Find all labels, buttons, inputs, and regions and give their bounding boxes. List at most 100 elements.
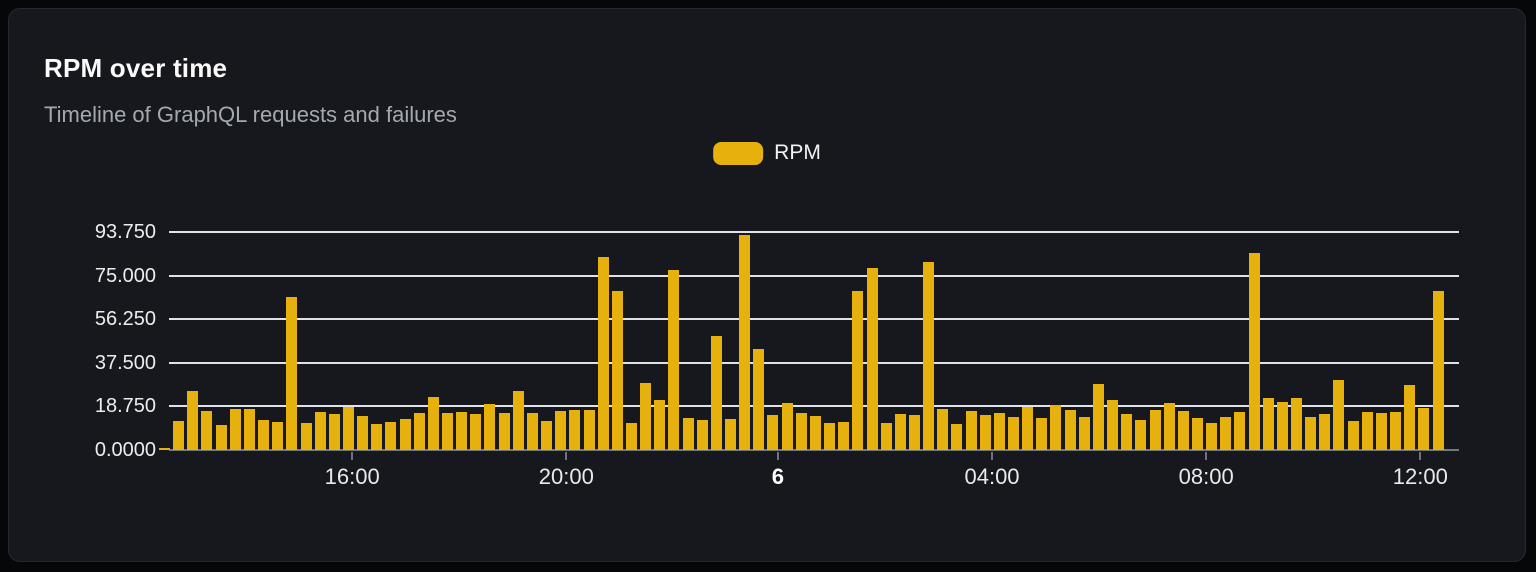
bar[interactable] [1418, 408, 1430, 450]
bar[interactable] [1050, 405, 1062, 450]
bar[interactable] [597, 257, 609, 450]
bar[interactable] [1177, 411, 1189, 450]
bar[interactable] [470, 414, 482, 450]
bar[interactable] [1206, 422, 1218, 450]
bar[interactable] [1220, 417, 1232, 450]
bar[interactable] [413, 413, 425, 450]
bar[interactable] [187, 390, 199, 450]
bar[interactable] [1432, 291, 1444, 450]
bar[interactable] [258, 419, 270, 450]
bar[interactable] [569, 410, 581, 450]
bar[interactable] [767, 414, 779, 450]
bar[interactable] [682, 418, 694, 450]
bar[interactable] [498, 412, 510, 450]
bar[interactable] [725, 419, 736, 450]
bar[interactable] [923, 261, 935, 450]
bar[interactable] [894, 413, 906, 450]
bar[interactable] [1305, 417, 1317, 450]
bar[interactable] [809, 415, 821, 450]
bar[interactable] [201, 410, 213, 450]
bar[interactable] [1333, 379, 1345, 450]
bar[interactable] [654, 399, 666, 450]
bar[interactable] [173, 420, 185, 450]
bar[interactable] [1022, 407, 1034, 450]
bar[interactable] [937, 408, 949, 450]
gridline [169, 231, 1459, 233]
bar[interactable] [371, 423, 383, 450]
bar[interactable] [1262, 397, 1274, 450]
bar[interactable] [1064, 409, 1076, 450]
bar[interactable] [866, 268, 878, 450]
bar[interactable] [640, 383, 652, 450]
bar[interactable] [555, 411, 567, 450]
x-axis-tick [1419, 452, 1422, 460]
bar[interactable] [456, 412, 468, 450]
bar[interactable] [951, 423, 963, 450]
bar[interactable] [979, 415, 991, 450]
bar[interactable] [1276, 402, 1288, 450]
bar[interactable] [1121, 413, 1133, 450]
bar[interactable] [583, 410, 595, 450]
bar[interactable] [1404, 384, 1416, 450]
bar[interactable] [357, 415, 369, 450]
bar[interactable] [965, 411, 977, 450]
x-axis: 16:00 20:00 6 04:00 08:00 12:00 [169, 450, 1459, 500]
bar[interactable] [1036, 417, 1048, 450]
bar[interactable] [442, 412, 453, 450]
bar[interactable] [1092, 383, 1104, 450]
bar[interactable] [1361, 411, 1373, 450]
bar[interactable] [781, 403, 793, 450]
bar[interactable] [795, 412, 807, 450]
bar[interactable] [1135, 419, 1147, 450]
bar[interactable] [838, 422, 850, 450]
bar[interactable] [1163, 402, 1175, 450]
bar[interactable] [1149, 410, 1161, 450]
y-axis: 0.0000 18.750 37.500 56.250 75.000 93.750 [9, 221, 156, 461]
bar[interactable] [1375, 413, 1387, 450]
bar[interactable] [1191, 418, 1203, 450]
legend-item-rpm[interactable]: RPM [713, 141, 821, 165]
gridline [169, 405, 1459, 408]
bar[interactable] [300, 423, 312, 450]
bar[interactable] [908, 415, 920, 450]
bar[interactable] [753, 349, 765, 450]
bar[interactable] [1291, 397, 1302, 450]
bar[interactable] [739, 235, 751, 450]
bar[interactable] [1234, 411, 1246, 450]
bar[interactable] [625, 422, 637, 450]
bar[interactable] [993, 413, 1005, 450]
bar[interactable] [852, 291, 864, 450]
bar[interactable] [1078, 416, 1090, 450]
bar[interactable] [314, 411, 326, 450]
bar[interactable] [1390, 412, 1402, 450]
bar[interactable] [880, 422, 892, 450]
bar[interactable] [1248, 252, 1260, 450]
bar[interactable] [342, 406, 354, 450]
bar[interactable] [399, 418, 411, 450]
bar[interactable] [328, 414, 340, 450]
x-axis-label: 12:00 [1392, 464, 1448, 489]
bar[interactable] [1347, 420, 1359, 450]
bar[interactable] [541, 420, 553, 450]
bar[interactable] [668, 270, 680, 450]
bar[interactable] [526, 412, 538, 450]
bar[interactable] [484, 403, 496, 450]
bar[interactable] [1008, 416, 1019, 450]
bar[interactable] [1107, 400, 1119, 450]
x-axis-label: 16:00 [324, 464, 380, 489]
bar[interactable] [1319, 413, 1331, 450]
bar[interactable] [286, 297, 298, 450]
chart-title: RPM over time [44, 53, 228, 83]
bar[interactable] [215, 424, 227, 450]
bar[interactable] [512, 390, 524, 450]
bar[interactable] [611, 290, 623, 450]
bar[interactable] [824, 422, 836, 450]
bar[interactable] [696, 419, 708, 450]
bar[interactable] [159, 447, 170, 450]
bar[interactable] [243, 408, 255, 450]
bar[interactable] [229, 408, 241, 450]
bar[interactable] [272, 421, 284, 450]
bar[interactable] [385, 422, 397, 450]
bar[interactable] [710, 336, 722, 450]
bar[interactable] [427, 396, 439, 450]
